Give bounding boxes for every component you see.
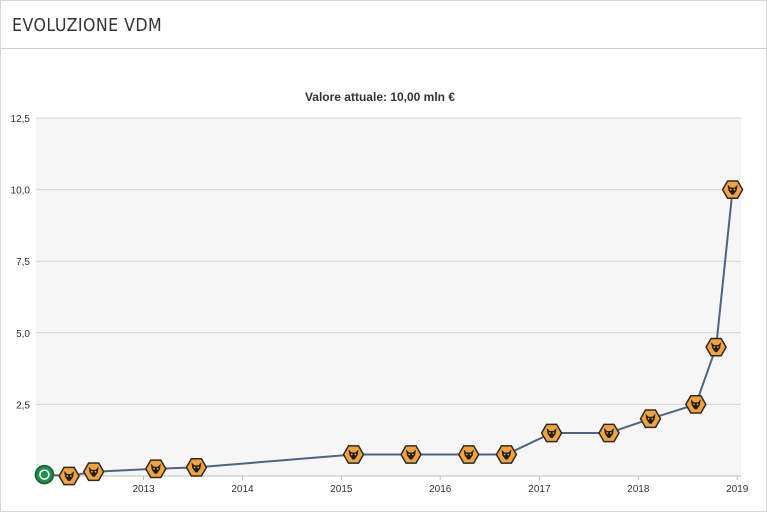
wolf-eye	[153, 467, 155, 470]
data-points	[34, 180, 744, 486]
wolf-eye	[651, 417, 654, 420]
y-tick-label: 7,5	[16, 257, 30, 268]
wolf-eye	[91, 470, 93, 473]
x-tick-label: 2014	[231, 484, 254, 495]
x-tick-label: 2015	[330, 484, 353, 495]
wolf-head-shape	[690, 399, 701, 410]
wolf-eye	[717, 346, 719, 348]
data-point[interactable]	[457, 445, 480, 464]
data-point[interactable]	[495, 445, 518, 464]
wolf-eye	[696, 403, 699, 406]
wolf-head-shape	[604, 428, 614, 438]
wolf-eye	[729, 188, 732, 191]
x-tick-label: 2018	[627, 484, 650, 495]
wolf-eye	[156, 467, 159, 470]
wolf-head-shape	[348, 449, 359, 460]
x-tick-label: 2017	[528, 484, 551, 495]
wolf-head-shape	[711, 342, 722, 353]
wolf-eye	[693, 403, 695, 406]
wolf-head-shape	[150, 463, 161, 474]
wolf-eye	[197, 466, 200, 469]
wolf-head-shape	[191, 462, 202, 473]
panel-title: EVOLUZIONE VDM	[12, 15, 163, 36]
wolf-head-shape	[463, 449, 474, 460]
data-point[interactable]	[721, 180, 744, 200]
wolf-head-shape	[501, 449, 512, 460]
wolf-eye	[647, 417, 650, 420]
x-tick-label: 2013	[132, 484, 155, 495]
y-tick-label: 12,5	[11, 114, 31, 125]
data-point[interactable]	[598, 423, 620, 443]
wolf-head-shape	[64, 471, 75, 481]
wolf-head-shape	[88, 466, 99, 477]
x-tick-label: 2019	[726, 484, 749, 495]
wolf-eye	[350, 453, 353, 456]
wolf-eye	[66, 475, 69, 477]
y-axis-ticks: 2,5 5,0 7,5 10,0 12,5	[11, 114, 31, 411]
wolf-head-shape	[645, 413, 656, 424]
wolf-eye	[94, 470, 97, 473]
club-crest-ring	[39, 469, 50, 480]
wolf-eye	[606, 432, 609, 434]
x-axis-ticks: 2013 2014 2015 2016 2017 2018 2019	[132, 476, 749, 495]
data-point[interactable]	[639, 409, 662, 429]
wolf-eye	[193, 466, 196, 469]
wolf-eye	[70, 475, 72, 477]
wolf-head-shape	[546, 428, 557, 438]
plot-area	[36, 118, 741, 476]
data-point[interactable]	[540, 423, 563, 443]
data-point[interactable]	[684, 394, 707, 414]
wolf-eye	[609, 432, 612, 434]
data-point[interactable]	[144, 459, 167, 479]
data-point[interactable]	[58, 466, 80, 486]
wolf-eye	[507, 453, 510, 456]
wolf-eye	[733, 188, 736, 191]
wolf-eye	[354, 453, 357, 456]
wolf-eye	[552, 432, 555, 434]
data-point[interactable]	[82, 462, 105, 482]
y-tick-label: 5,0	[16, 329, 30, 340]
x-tick-label: 2016	[429, 484, 452, 495]
y-tick-label: 10,0	[11, 186, 31, 197]
club-crest-icon	[34, 464, 55, 485]
data-point[interactable]	[400, 445, 422, 464]
wolf-eye	[469, 453, 472, 456]
wolf-eye	[503, 453, 506, 456]
wolf-eye	[411, 453, 414, 456]
wolf-eye	[408, 453, 411, 456]
wolf-eye	[466, 453, 468, 456]
wolf-eye	[548, 432, 551, 434]
data-point[interactable]	[185, 457, 208, 477]
data-point[interactable]	[342, 445, 365, 464]
y-tick-label: 2,5	[16, 400, 30, 411]
data-point[interactable]	[705, 337, 727, 357]
wolf-head-shape	[727, 184, 738, 195]
wolf-head-shape	[406, 449, 416, 460]
chart-title: Valore attuale: 10,00 mln €	[305, 90, 455, 104]
data-point[interactable]	[34, 464, 55, 485]
panel-header: EVOLUZIONE VDM	[1, 1, 766, 49]
wolf-eye	[713, 346, 716, 348]
